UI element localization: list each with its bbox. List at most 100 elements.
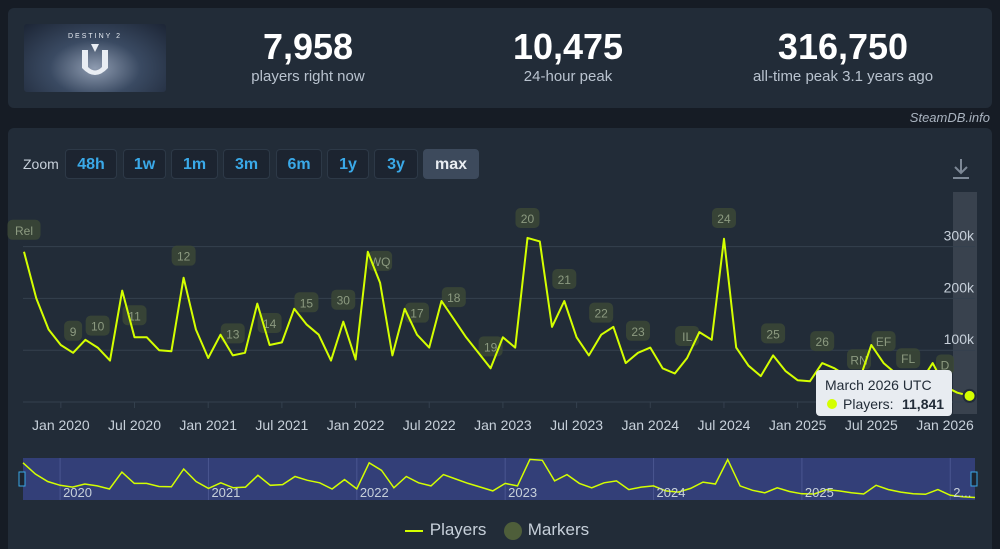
tooltip-value: 11,841 bbox=[902, 396, 944, 412]
zoom-1m-button[interactable]: 1m bbox=[171, 149, 218, 179]
zoom-48h-button[interactable]: 48h bbox=[65, 149, 117, 179]
navigator-year-label: 2... bbox=[953, 485, 971, 500]
x-tick-label: Jul 2025 bbox=[845, 417, 898, 433]
event-marker-label: FL bbox=[901, 352, 915, 366]
event-marker-badge bbox=[626, 320, 650, 341]
event-marker-badge bbox=[552, 268, 577, 289]
zoom-6m-button[interactable]: 6m bbox=[276, 149, 322, 179]
event-marker-label: 17 bbox=[410, 307, 424, 321]
x-tick-label: Jan 2021 bbox=[179, 417, 237, 433]
event-marker[interactable]: D bbox=[936, 354, 954, 375]
event-marker-label: Rel bbox=[15, 224, 33, 238]
tooltip: March 2026 UTC Players: 11,841 bbox=[816, 370, 952, 416]
tooltip-title: March 2026 UTC bbox=[825, 377, 932, 393]
steamdb-credit[interactable]: SteamDB.info bbox=[909, 110, 990, 125]
y-tick-label: 100k bbox=[944, 331, 975, 347]
zoom-1y-button[interactable]: 1y bbox=[327, 149, 369, 179]
peak-24h-stat: 10,475 24-hour peak bbox=[498, 26, 638, 86]
all-time-peak-stat: 316,750 all-time peak 3.1 years ago bbox=[733, 26, 953, 86]
event-marker[interactable]: FL bbox=[896, 348, 921, 369]
players-series-line bbox=[23, 236, 970, 397]
event-marker[interactable]: 26 bbox=[810, 331, 835, 352]
event-marker-badge bbox=[810, 331, 835, 352]
event-marker[interactable]: 18 bbox=[441, 287, 466, 308]
stats-header: DESTINY 2 7,958 players right now 10,475… bbox=[8, 8, 992, 108]
event-marker[interactable]: 13 bbox=[220, 323, 245, 344]
event-marker[interactable]: Rel bbox=[7, 219, 41, 240]
event-marker-label: 12 bbox=[177, 250, 191, 264]
legend-markers[interactable]: Markers bbox=[503, 520, 589, 541]
game-logo-text: DESTINY 2 bbox=[67, 33, 123, 40]
x-tick-label: Jan 2022 bbox=[327, 417, 385, 433]
event-marker-label: 9 bbox=[70, 325, 77, 339]
event-marker[interactable]: 17 bbox=[404, 302, 429, 323]
x-tick-label: Jul 2020 bbox=[108, 417, 161, 433]
event-marker[interactable]: 24 bbox=[711, 208, 736, 228]
event-marker-label: 13 bbox=[226, 327, 240, 341]
event-marker-badge bbox=[515, 208, 540, 228]
navigator-year-label: 2025 bbox=[805, 485, 834, 500]
x-tick-label: Jul 2024 bbox=[697, 417, 750, 433]
download-icon[interactable] bbox=[950, 157, 972, 181]
players-legend-line-icon bbox=[405, 529, 423, 532]
markers-legend-dot-icon bbox=[504, 521, 522, 540]
event-marker[interactable]: 23 bbox=[626, 320, 650, 341]
x-tick-label: Jan 2023 bbox=[474, 417, 532, 433]
zoom-max-button[interactable]: max bbox=[423, 149, 479, 179]
legend-players[interactable]: Players bbox=[405, 520, 486, 540]
event-marker[interactable]: 12 bbox=[171, 245, 196, 266]
event-marker-badge bbox=[294, 292, 319, 313]
event-marker[interactable]: 30 bbox=[331, 289, 356, 310]
event-marker[interactable]: 21 bbox=[552, 268, 577, 289]
navigator[interactable]: 2020 2021 2022 2023 2024 2025 2... bbox=[18, 457, 978, 500]
event-marker-badge bbox=[220, 323, 245, 344]
current-players-stat: 7,958 players right now bbox=[238, 26, 378, 86]
event-marker-badge bbox=[7, 219, 41, 240]
event-marker-badge bbox=[64, 320, 83, 341]
navigator-year-label: 2022 bbox=[360, 485, 389, 500]
x-tick-label: Jan 2020 bbox=[32, 417, 90, 433]
x-tick-label: Jan 2025 bbox=[769, 417, 827, 433]
event-marker-label: 24 bbox=[717, 212, 731, 226]
zoom-3m-button[interactable]: 3m bbox=[223, 149, 270, 179]
event-marker-badge bbox=[896, 348, 921, 369]
event-marker-badge bbox=[675, 325, 700, 346]
event-marker-badge bbox=[171, 245, 196, 266]
event-marker-label: 22 bbox=[594, 307, 608, 321]
event-marker-label: 10 bbox=[91, 320, 105, 334]
zoom-1w-button[interactable]: 1w bbox=[123, 149, 166, 179]
event-marker[interactable]: 9 bbox=[64, 320, 83, 341]
event-marker-label: 15 bbox=[300, 296, 314, 310]
event-marker-badge bbox=[85, 315, 110, 336]
navigator-left-handle[interactable] bbox=[18, 471, 26, 487]
hover-highlight-band bbox=[953, 192, 977, 414]
event-marker-label: 26 bbox=[816, 335, 830, 349]
event-marker[interactable]: 20 bbox=[515, 208, 540, 228]
zoom-3y-button[interactable]: 3y bbox=[374, 149, 418, 179]
hover-point bbox=[962, 388, 977, 403]
game-thumbnail[interactable]: DESTINY 2 bbox=[24, 24, 166, 92]
y-tick-label: 200k bbox=[944, 279, 975, 295]
x-tick-label: Jan 2026 bbox=[916, 417, 974, 433]
event-marker[interactable]: 22 bbox=[589, 302, 614, 323]
event-marker-badge bbox=[331, 289, 356, 310]
event-marker-label: RN bbox=[850, 353, 867, 367]
event-marker[interactable]: 11 bbox=[122, 305, 147, 326]
event-marker-badge bbox=[441, 287, 466, 308]
zoom-label: Zoom bbox=[23, 156, 59, 172]
tooltip-box bbox=[816, 370, 952, 416]
event-marker-label: 14 bbox=[263, 317, 277, 331]
current-players-label: players right now bbox=[251, 68, 365, 85]
event-marker[interactable]: IL bbox=[675, 325, 700, 346]
event-marker-label: 30 bbox=[337, 294, 351, 308]
event-marker[interactable]: EF bbox=[871, 331, 896, 352]
event-marker-badge bbox=[871, 331, 896, 352]
event-marker[interactable]: 15 bbox=[294, 292, 319, 313]
event-marker[interactable]: 10 bbox=[85, 315, 110, 336]
navigator-right-handle[interactable] bbox=[970, 471, 978, 487]
event-marker-badge bbox=[761, 323, 786, 344]
event-marker[interactable]: 25 bbox=[761, 323, 786, 344]
destiny-emblem-icon bbox=[82, 44, 108, 75]
x-tick-label: Jul 2022 bbox=[403, 417, 456, 433]
